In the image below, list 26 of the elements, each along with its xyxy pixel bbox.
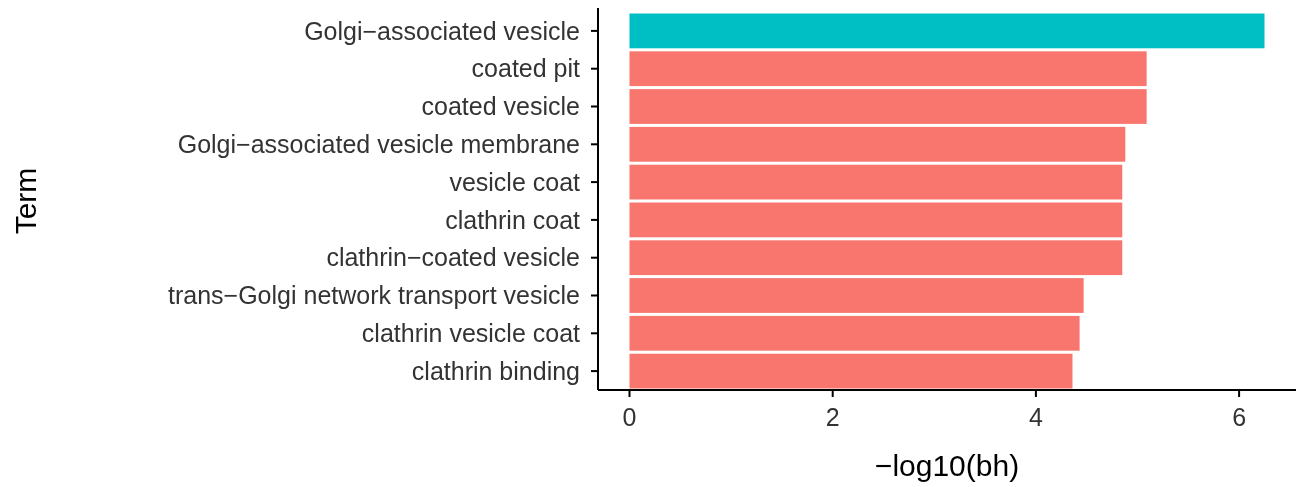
x-tick-label: 2 [825,403,840,431]
y-tick-label: clathrin coat [445,205,581,234]
bar [629,13,1265,49]
x-tick-label: 4 [1028,403,1043,431]
x-tick-label: 6 [1232,403,1247,431]
bar [629,164,1123,200]
bar [629,315,1080,351]
bar [629,240,1123,276]
y-tick-label: clathrin binding [411,356,580,385]
y-tick-label: coated vesicle [421,92,580,121]
y-tick-label: clathrin−coated vesicle [326,243,580,272]
bar [629,278,1084,313]
y-tick-label: coated pit [471,54,581,83]
y-tick-label: vesicle coat [449,167,581,196]
y-tick-label: Golgi−associated vesicle membrane [177,130,580,159]
x-tick-label: 0 [622,403,637,431]
bar [629,353,1073,389]
y-axis-title: Term [9,167,42,235]
x-axis-title: −log10(bh) [874,449,1020,482]
y-tick-label: Golgi−associated vesicle [304,16,580,45]
y-tick-label: trans−Golgi network transport vesicle [168,281,580,310]
bar [629,51,1147,87]
bar [629,89,1147,124]
y-tick-label: clathrin vesicle coat [361,319,581,348]
bar [629,126,1126,162]
bar [629,202,1123,238]
